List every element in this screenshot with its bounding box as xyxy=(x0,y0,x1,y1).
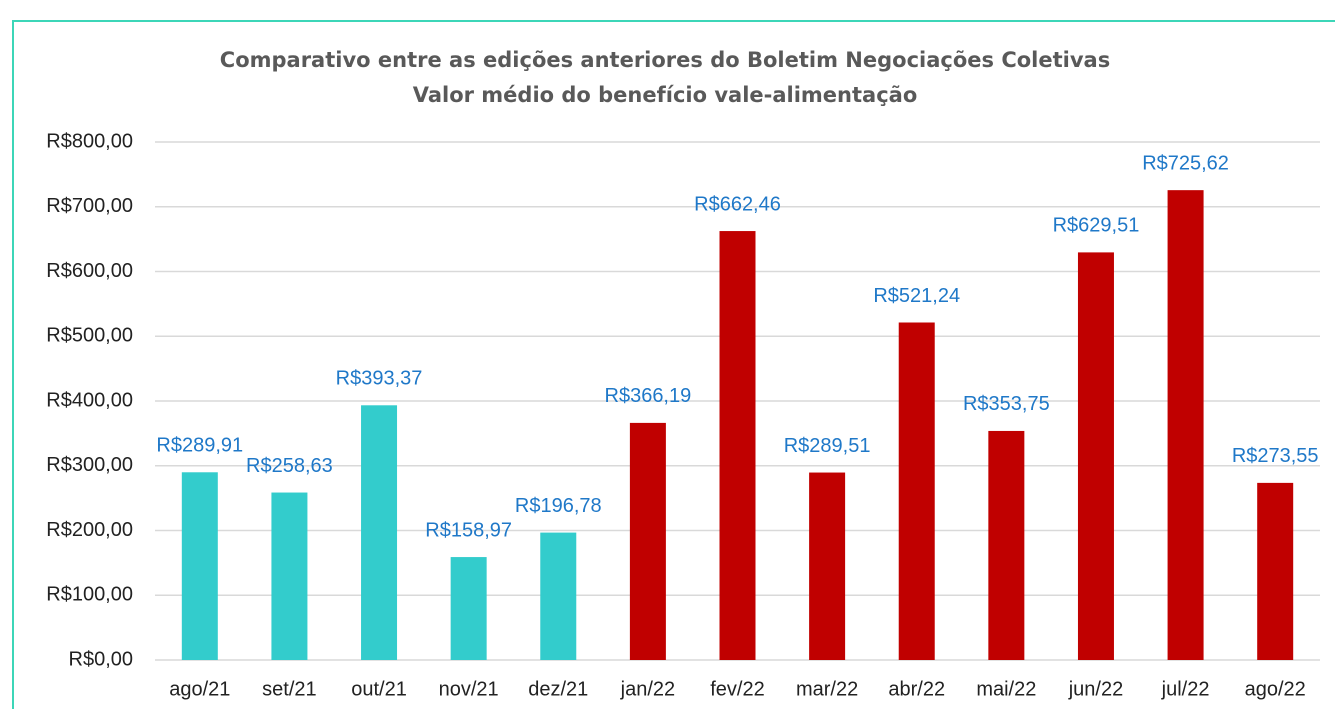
bar xyxy=(1077,252,1114,660)
bar xyxy=(540,532,577,660)
data-label: R$289,91 xyxy=(156,435,243,457)
x-tick-label: out/21 xyxy=(351,678,407,700)
bar xyxy=(271,492,308,660)
data-label: R$196,78 xyxy=(515,495,602,517)
data-label: R$289,51 xyxy=(784,435,871,457)
data-label: R$629,51 xyxy=(1053,215,1140,237)
y-tick-label: R$800,00 xyxy=(46,130,133,152)
x-tick-label: mar/22 xyxy=(796,678,858,700)
bar xyxy=(361,405,398,660)
x-tick-label: dez/21 xyxy=(528,678,588,700)
data-label: R$725,62 xyxy=(1142,152,1229,174)
y-tick-label: R$200,00 xyxy=(46,519,133,541)
data-label: R$158,97 xyxy=(425,519,512,541)
bar xyxy=(450,557,487,660)
x-tick-label: fev/22 xyxy=(710,678,764,700)
bar xyxy=(1257,482,1294,660)
x-tick-label: mai/22 xyxy=(976,678,1036,700)
bar xyxy=(809,472,846,660)
y-tick-label: R$300,00 xyxy=(46,454,133,476)
bar xyxy=(181,472,218,660)
x-tick-label: jan/22 xyxy=(620,678,676,700)
data-label: R$393,37 xyxy=(336,368,423,390)
chart-subtitle: Valor médio do benefício vale-alimentaçã… xyxy=(413,83,918,107)
x-tick-label: abr/22 xyxy=(888,678,945,700)
bar xyxy=(898,322,935,660)
y-tick-label: R$0,00 xyxy=(69,648,134,670)
chart-title: Comparativo entre as edições anteriores … xyxy=(220,48,1110,72)
x-tick-label: ago/21 xyxy=(169,678,230,700)
data-label: R$366,19 xyxy=(605,385,692,407)
data-label: R$662,46 xyxy=(694,193,781,215)
x-tick-label: nov/21 xyxy=(439,678,499,700)
bar xyxy=(719,231,756,661)
y-tick-label: R$500,00 xyxy=(46,325,133,347)
x-tick-label: ago/22 xyxy=(1245,678,1306,700)
bar xyxy=(629,422,666,660)
y-tick-label: R$700,00 xyxy=(46,195,133,217)
y-tick-label: R$400,00 xyxy=(46,389,133,411)
data-label: R$353,75 xyxy=(963,393,1050,415)
y-tick-label: R$100,00 xyxy=(46,584,133,606)
bar xyxy=(988,430,1025,660)
x-tick-label: jun/22 xyxy=(1068,678,1124,700)
data-label: R$521,24 xyxy=(873,285,960,307)
y-tick-label: R$600,00 xyxy=(46,260,133,282)
data-label: R$258,63 xyxy=(246,455,333,477)
x-tick-label: set/21 xyxy=(262,678,316,700)
bar xyxy=(1167,190,1204,660)
frame xyxy=(12,20,1335,709)
x-tick-label: jul/22 xyxy=(1161,678,1210,700)
data-label: R$273,55 xyxy=(1232,445,1319,467)
